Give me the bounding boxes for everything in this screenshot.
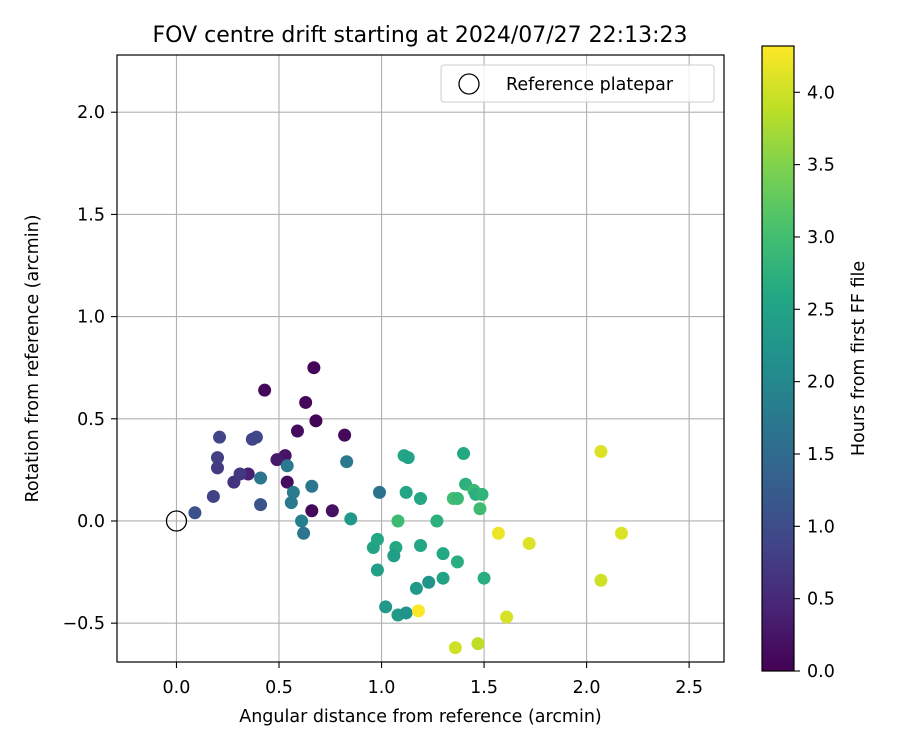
- data-point: [594, 573, 608, 587]
- colorbar-tick-label: 4.0: [807, 83, 835, 103]
- grid-lines: [117, 55, 724, 662]
- data-point: [473, 502, 487, 516]
- x-tick-label: 0.5: [265, 678, 293, 698]
- x-tick-label: 2.0: [573, 678, 601, 698]
- data-point: [411, 604, 425, 618]
- colorbar-gradient: [762, 46, 794, 671]
- y-axis-label: Rotation from reference (arcmin): [23, 215, 43, 503]
- legend-box: [440, 64, 715, 103]
- y-tick-label: 1.5: [77, 205, 105, 225]
- legend: Reference platepar: [440, 64, 715, 103]
- colorbar-label: Hours from first FF file: [849, 261, 869, 456]
- colorbar-tick-label: 3.5: [807, 156, 835, 176]
- data-point: [522, 536, 536, 550]
- data-point: [309, 414, 323, 428]
- data-point: [227, 475, 241, 489]
- colorbar-tick-label: 0.5: [807, 590, 835, 610]
- colorbar: 0.0 0.5 1.0 1.5 2.0 2.5 3.0 3.5 4.0 Hours from f…: [761, 45, 869, 682]
- data-point: [436, 547, 450, 561]
- data-point: [284, 496, 298, 510]
- data-point: [188, 506, 202, 520]
- data-point: [414, 539, 427, 553]
- x-axis-label: Angular distance from reference (arcmin): [239, 707, 602, 727]
- x-tick-label: 0.0: [163, 678, 191, 698]
- colorbar-ticks: 0.0 0.5 1.0 1.5 2.0 2.5 3.0 3.5 4.0: [794, 83, 835, 682]
- data-point: [471, 637, 485, 651]
- data-point: [258, 383, 272, 397]
- data-point: [409, 581, 423, 595]
- colorbar-frame: [761, 45, 795, 672]
- data-point: [391, 514, 405, 528]
- data-point: [399, 606, 413, 620]
- data-point: [477, 571, 491, 585]
- data-point: [372, 485, 386, 499]
- data-point: [594, 444, 608, 458]
- data-point: [297, 526, 311, 540]
- data-point: [614, 526, 628, 540]
- x-tick-label: 2.5: [675, 678, 703, 698]
- data-point: [254, 498, 268, 512]
- y-tick-label: 2.0: [77, 103, 105, 123]
- x-tick-label: 1.5: [470, 678, 498, 698]
- data-point: [245, 432, 259, 446]
- data-point: [299, 395, 313, 409]
- x-tick-label: 1.0: [368, 678, 396, 698]
- chart-title: FOV centre drift starting at 2024/07/27 …: [153, 23, 688, 48]
- data-point: [422, 575, 436, 589]
- y-tick-label: −0.5: [63, 614, 106, 634]
- colorbar-tick-label: 2.0: [807, 373, 835, 393]
- data-point: [305, 479, 319, 493]
- data-point: [430, 514, 444, 528]
- plot-frame: [116, 54, 725, 663]
- data-point: [450, 491, 464, 505]
- data-point: [448, 641, 462, 655]
- data-point: [290, 424, 304, 438]
- data-point: [286, 485, 300, 499]
- data-point: [254, 471, 268, 485]
- data-point: [305, 504, 319, 518]
- data-point: [379, 600, 393, 614]
- colorbar-tick-label: 1.0: [807, 517, 835, 537]
- y-axis-ticks: −0.5 0.0 0.5 1.0 1.5 2.0: [63, 103, 117, 634]
- data-point: [414, 491, 427, 505]
- reference-marker-group: [165, 510, 188, 532]
- data-point: [280, 459, 294, 473]
- legend-reference-label: Reference platepar: [506, 75, 674, 95]
- data-point: [210, 451, 224, 465]
- data-point: [399, 485, 413, 499]
- data-point: [401, 451, 415, 465]
- data-point: [370, 563, 384, 577]
- data-point: [206, 489, 220, 503]
- x-axis-ticks: 0.0 0.5 1.0 1.5 2.0 2.5: [163, 662, 703, 698]
- data-point: [270, 453, 284, 467]
- data-point: [280, 475, 294, 489]
- data-point: [366, 541, 380, 555]
- colorbar-tick-label: 0.0: [807, 662, 835, 682]
- reference-platepar-marker: [165, 510, 188, 532]
- colorbar-tick-label: 3.0: [807, 228, 835, 248]
- data-point: [210, 461, 224, 475]
- y-tick-label: 1.0: [77, 308, 105, 328]
- data-point: [436, 571, 450, 585]
- data-point: [500, 610, 514, 624]
- colorbar-tick-label: 2.5: [807, 300, 835, 320]
- data-point: [491, 526, 505, 540]
- data-point: [340, 455, 354, 469]
- colorbar-tick-label: 1.5: [807, 445, 835, 465]
- data-point: [457, 447, 471, 461]
- data-point: [475, 487, 489, 501]
- data-point: [295, 514, 309, 528]
- y-tick-label: 0.5: [77, 410, 105, 430]
- data-point: [450, 555, 464, 569]
- legend-reference-marker: [458, 73, 480, 95]
- data-point: [344, 512, 358, 526]
- y-tick-label: 0.0: [77, 512, 105, 532]
- data-point: [307, 361, 321, 375]
- data-point: [338, 428, 352, 442]
- data-point: [387, 549, 401, 563]
- data-point: [325, 504, 339, 518]
- data-point: [213, 430, 227, 444]
- data-points: [188, 361, 628, 655]
